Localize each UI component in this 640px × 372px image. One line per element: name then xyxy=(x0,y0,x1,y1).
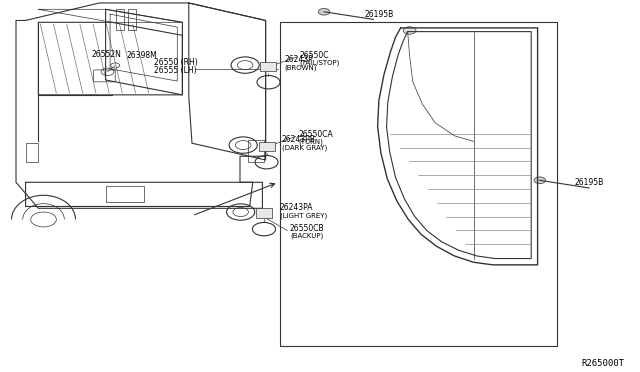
Text: (LIGHT GREY): (LIGHT GREY) xyxy=(280,212,327,219)
Circle shape xyxy=(403,27,416,34)
Text: 26195B: 26195B xyxy=(574,178,604,187)
Text: 26243P: 26243P xyxy=(284,55,313,64)
Text: 26550C: 26550C xyxy=(300,51,329,60)
Text: 26243PA: 26243PA xyxy=(280,203,313,212)
Text: (BACKUP): (BACKUP) xyxy=(290,233,323,240)
Bar xyxy=(26,143,38,162)
Bar xyxy=(248,140,264,162)
Text: 26550 (RH): 26550 (RH) xyxy=(154,58,197,67)
Bar xyxy=(106,186,144,202)
Text: 26552N: 26552N xyxy=(92,50,122,59)
Text: (TURN): (TURN) xyxy=(298,139,323,145)
Bar xyxy=(259,141,275,151)
Bar xyxy=(280,22,557,346)
Text: 26398M: 26398M xyxy=(127,51,157,60)
Text: 26550CB: 26550CB xyxy=(290,224,324,233)
Bar xyxy=(256,208,272,218)
Text: (TAIL/STOP): (TAIL/STOP) xyxy=(300,59,340,66)
Bar xyxy=(128,9,136,30)
Circle shape xyxy=(534,177,545,184)
Text: (BROWN): (BROWN) xyxy=(284,64,317,71)
Text: 26555 (LH): 26555 (LH) xyxy=(154,65,196,74)
Bar xyxy=(116,9,124,30)
Circle shape xyxy=(318,9,330,15)
Text: R265000T: R265000T xyxy=(581,359,624,368)
Text: 26550CA: 26550CA xyxy=(298,130,333,139)
Bar xyxy=(260,61,276,71)
Text: (DARK GRAY): (DARK GRAY) xyxy=(282,144,327,151)
Text: 26243PB: 26243PB xyxy=(282,135,316,144)
Text: 26195B: 26195B xyxy=(365,10,394,19)
